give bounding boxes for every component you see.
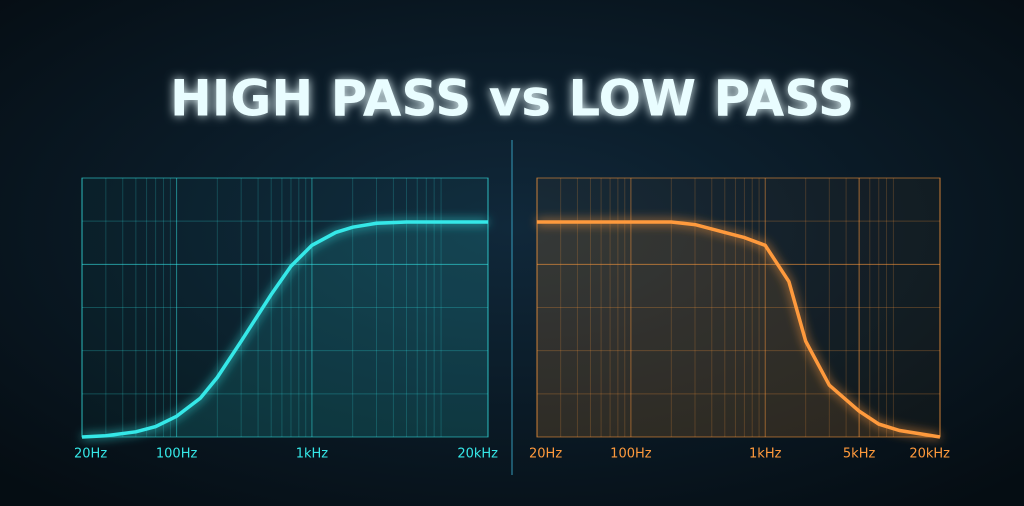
plot: 20Hz 100Hz 1kHz 5kHz 20kHz: [529, 177, 950, 462]
x-tick-label: 20Hz: [74, 447, 107, 462]
x-tick-label: 20kHz: [457, 447, 498, 462]
x-tick-label: 5kHz: [843, 447, 876, 462]
x-tick-label: 1kHz: [749, 447, 782, 462]
plot: 20Hz 100Hz 1kHz 20kHz: [74, 177, 498, 462]
area: [82, 222, 488, 437]
title: HIGH PASS vs LOW PASS: [170, 70, 854, 128]
x-tick-label: 100Hz: [156, 447, 198, 462]
response-curve: [537, 220, 941, 439]
response-curve: [81, 220, 488, 439]
x-tick-label: 100Hz: [610, 447, 652, 462]
x-tick-label: 20kHz: [909, 447, 950, 462]
area: [537, 222, 940, 437]
x-tick-label: 1kHz: [296, 447, 329, 462]
x-tick-label: 20Hz: [529, 447, 562, 462]
charts: 20Hz 100Hz 1kHz 20kHz 20Hz 100Hz 1kHz 5kHz 20kHz: [74, 177, 950, 462]
